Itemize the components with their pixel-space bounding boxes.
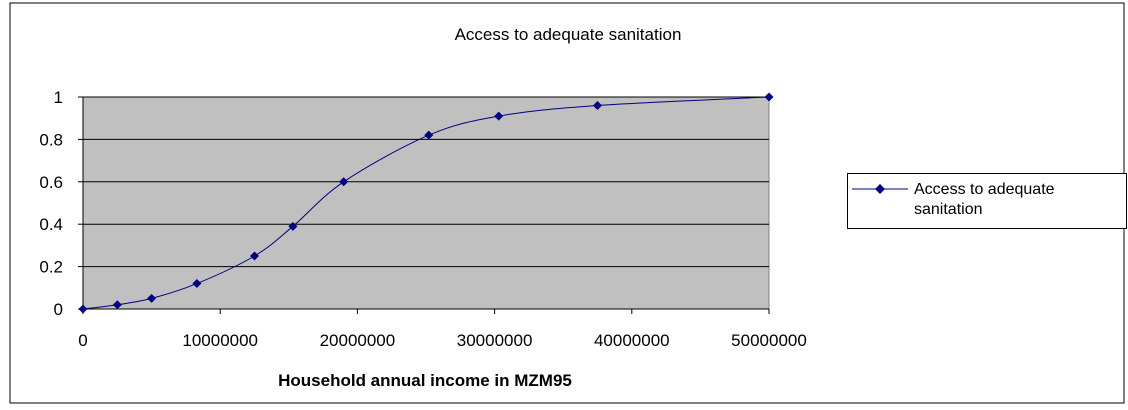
- legend-label: Access to adequate sanitation: [914, 181, 1055, 218]
- y-tick-label: 1: [54, 88, 63, 107]
- y-tick-label: 0.4: [39, 215, 63, 234]
- data-point: [764, 92, 774, 102]
- data-point: [78, 304, 88, 314]
- data-point: [112, 300, 122, 310]
- data-point: [250, 251, 259, 261]
- plot-area: 0 0.2 0.4 0.6 0.8 1 0 10000000 20000000 30000000 4…: [39, 88, 806, 350]
- x-tick-label: 50000000: [731, 331, 807, 350]
- y-tick-label: 0.2: [39, 258, 63, 277]
- data-point: [192, 279, 202, 289]
- x-tick-label: 10000000: [182, 331, 258, 350]
- legend-swatch: [852, 184, 908, 194]
- y-tick-label: 0.8: [39, 130, 63, 149]
- x-axis-label: Household annual income in MZM95: [278, 371, 572, 390]
- data-point: [339, 177, 349, 187]
- x-tick-label: 30000000: [457, 331, 533, 350]
- data-point: [424, 130, 434, 140]
- x-tick-label: 40000000: [594, 331, 670, 350]
- x-tick-label: 0: [78, 331, 87, 350]
- x-tick-label: 20000000: [320, 331, 396, 350]
- data-point: [147, 293, 157, 303]
- y-tick-label: 0: [54, 300, 63, 319]
- data-point: [494, 111, 504, 121]
- chart-title: Access to adequate sanitation: [455, 25, 682, 44]
- data-point: [288, 221, 298, 231]
- y-tick-label: 0.6: [39, 173, 63, 192]
- data-point: [593, 100, 602, 110]
- plot-background: [82, 96, 770, 310]
- legend: Access to adequate sanitation: [847, 173, 1127, 229]
